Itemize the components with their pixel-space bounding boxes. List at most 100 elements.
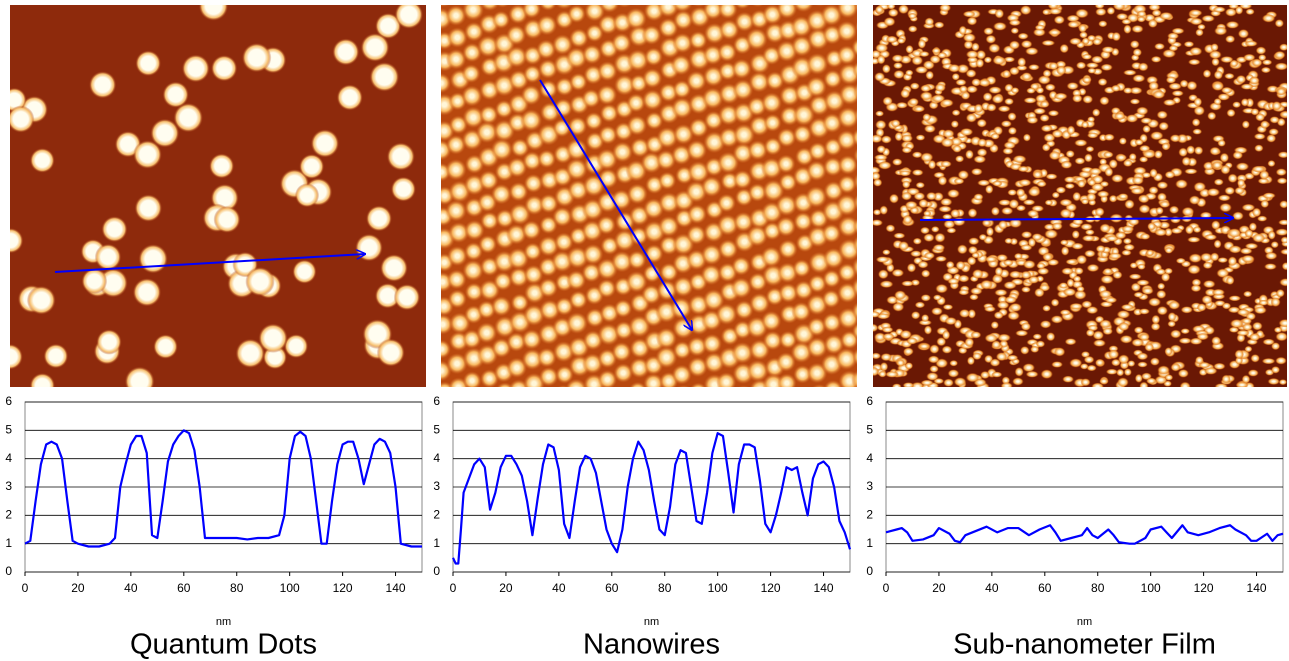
grain: [1092, 339, 1106, 347]
grain: [1034, 24, 1046, 31]
grain: [1225, 35, 1236, 44]
grain: [1119, 334, 1133, 344]
blob: [748, 71, 770, 93]
grain: [1117, 354, 1130, 365]
grain: [1170, 363, 1181, 372]
grain: [1087, 178, 1097, 187]
blob: [633, 5, 642, 6]
grain: [1274, 19, 1284, 28]
blob: [539, 366, 559, 387]
grain: [1244, 345, 1253, 353]
grain: [1002, 69, 1011, 79]
grain: [1170, 329, 1182, 339]
grain: [1124, 199, 1135, 210]
grain: [1020, 39, 1033, 49]
grain: [1053, 92, 1068, 100]
grain: [1278, 379, 1287, 386]
grain: [1228, 295, 1242, 302]
grain: [1178, 337, 1192, 345]
grain: [1239, 5, 1253, 10]
grain: [1004, 296, 1017, 304]
grain: [1013, 252, 1023, 260]
blob: [837, 5, 857, 19]
grain: [1134, 373, 1143, 383]
blob: [554, 232, 574, 252]
blob: [737, 385, 750, 387]
grain: [1186, 80, 1198, 91]
grain: [918, 198, 929, 209]
blob: [717, 214, 739, 236]
grain: [951, 109, 961, 117]
grain: [1193, 146, 1204, 156]
blob: [642, 89, 663, 111]
dot: [245, 266, 275, 297]
grain: [1111, 358, 1121, 367]
dot: [294, 183, 320, 208]
grain: [1232, 151, 1244, 160]
blob: [464, 219, 485, 241]
grain: [1047, 29, 1062, 36]
blob: [814, 5, 826, 7]
blob: [825, 0, 844, 3]
profile-arrow: [919, 218, 1233, 220]
grain: [918, 343, 931, 350]
grain: [1122, 237, 1132, 245]
grain: [1113, 112, 1126, 121]
grain: [984, 255, 998, 263]
blob: [582, 243, 604, 265]
grain: [905, 69, 914, 77]
dot: [284, 334, 309, 359]
grain: [993, 311, 1004, 320]
grain: [1188, 253, 1203, 264]
grain: [1064, 338, 1077, 346]
grain: [986, 103, 997, 112]
grain: [950, 120, 959, 129]
grain: [1010, 87, 1020, 94]
grain: [1040, 369, 1053, 380]
blob: [536, 39, 557, 60]
grain: [882, 96, 893, 106]
grain: [915, 181, 926, 189]
grain: [1081, 120, 1090, 129]
grain: [1086, 306, 1099, 315]
blob: [478, 234, 498, 254]
x-tick-label: 0: [883, 581, 890, 595]
x-tick-label: 140: [386, 581, 406, 595]
blob: [480, 211, 499, 231]
grain: [1051, 191, 1060, 199]
blob: [536, 15, 558, 36]
y-tick-label: 5: [433, 423, 440, 437]
blob: [523, 304, 545, 326]
grain: [914, 65, 929, 74]
grain: [1098, 289, 1113, 299]
blob: [464, 282, 484, 302]
grain: [910, 311, 921, 320]
grain: [1025, 370, 1039, 378]
blob: [734, 5, 751, 10]
x-tick-label: 120: [333, 581, 353, 595]
grain: [1058, 282, 1069, 289]
y-tick-label: 4: [866, 451, 873, 465]
grain: [943, 378, 954, 387]
blob: [656, 126, 678, 149]
grain: [1079, 363, 1089, 370]
grain: [1059, 239, 1069, 246]
grain: [1071, 230, 1080, 240]
grain: [970, 287, 983, 295]
grain: [1122, 159, 1133, 168]
blob: [855, 21, 857, 33]
blob: [836, 194, 857, 216]
grain: [1167, 311, 1177, 322]
grain: [965, 149, 974, 160]
grain: [1030, 345, 1040, 353]
blob: [462, 259, 484, 282]
blob: [717, 42, 737, 62]
blob: [626, 183, 648, 205]
grain: [1211, 220, 1221, 230]
grain: [1086, 364, 1097, 372]
blob: [565, 138, 588, 161]
grain: [965, 113, 978, 123]
grain: [1062, 287, 1077, 297]
grain: [1065, 149, 1075, 158]
